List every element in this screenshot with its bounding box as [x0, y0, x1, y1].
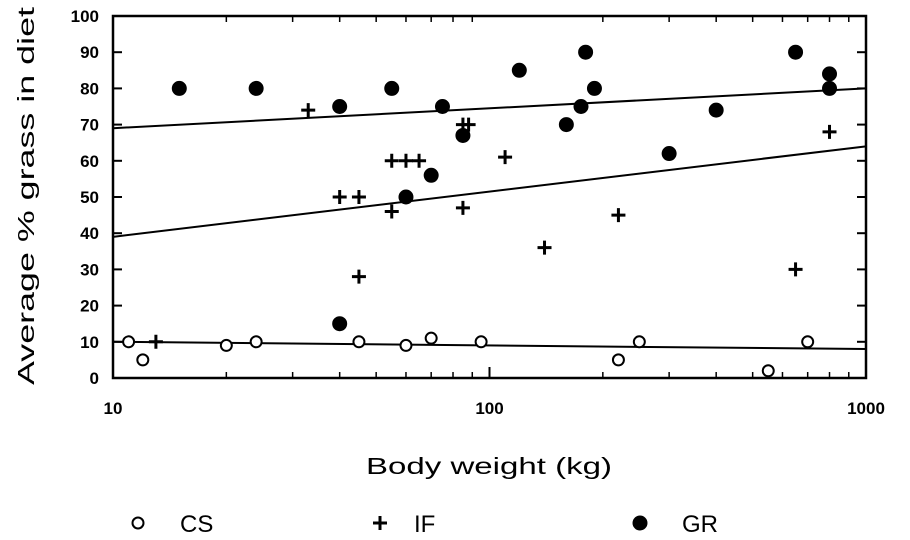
data-point-gr [822, 80, 838, 96]
trend-line-if [112, 145, 867, 238]
data-point-if [398, 153, 413, 168]
data-point-gr [384, 80, 400, 96]
plot-frame-border [111, 14, 868, 380]
data-point-if [351, 190, 366, 204]
x-tick-label: 10 [104, 399, 123, 418]
x-axis-title: Body weight (kg) [366, 453, 612, 479]
plot-frame [111, 14, 868, 380]
data-point-if [455, 200, 470, 215]
legend-label-cs: CS [180, 511, 213, 538]
series-gr [171, 44, 838, 332]
x-tick-label: 1000 [847, 399, 885, 418]
series-cs [122, 331, 815, 378]
y-axis-title: Average % grass in diet [13, 6, 39, 385]
data-point-gr [661, 146, 677, 162]
legend-marker-cs [131, 516, 145, 530]
legend-marker-gr [632, 515, 648, 531]
data-point-gr [788, 44, 804, 60]
data-point-if [412, 153, 427, 168]
data-point-gr [423, 167, 439, 183]
data-point-cs [122, 335, 136, 349]
legend-label-if: IF [414, 511, 435, 538]
y-tick-label: 0 [90, 369, 99, 388]
y-axis: 0 10 20 30 40 50 60 70 80 90 100 [71, 7, 866, 388]
data-point-if [148, 334, 163, 349]
y-tick-label: 100 [71, 7, 99, 26]
data-point-cs [136, 353, 150, 367]
data-point-gr [586, 80, 602, 96]
data-point-gr [455, 127, 471, 143]
y-tick-label: 60 [80, 152, 99, 171]
legend: CS IF GR [131, 511, 718, 538]
y-tick-label: 20 [80, 297, 99, 316]
legend-marker-if [373, 516, 387, 530]
data-point-cs [399, 338, 413, 352]
data-point-if [611, 208, 626, 223]
x-tick-label: 100 [475, 399, 503, 418]
data-point-gr [332, 316, 348, 332]
data-point-cs [352, 335, 366, 349]
y-tick-label: 90 [80, 43, 99, 62]
data-point-gr [708, 102, 724, 118]
data-point-if [384, 204, 399, 219]
data-point-cs [611, 353, 625, 367]
data-point-gr [573, 99, 589, 114]
data-point-if [461, 117, 476, 132]
trend-lines [112, 87, 867, 351]
data-point-gr [171, 80, 187, 96]
data-point-cs [761, 364, 775, 378]
y-tick-label: 70 [80, 116, 99, 135]
data-point-cs [632, 335, 646, 349]
y-tick-label: 10 [80, 333, 99, 352]
data-point-cs [424, 331, 438, 345]
y-tick-label: 50 [80, 188, 99, 207]
data-point-if [301, 103, 316, 118]
data-points [122, 44, 838, 378]
legend-label-gr: GR [682, 511, 718, 538]
data-point-cs [219, 338, 233, 352]
y-tick-label: 30 [80, 260, 99, 279]
data-point-if [332, 190, 347, 204]
data-point-if [788, 262, 803, 277]
data-point-cs [801, 335, 815, 349]
data-point-if [822, 124, 837, 139]
data-point-if [351, 269, 366, 284]
data-point-if [384, 153, 399, 168]
data-point-gr [248, 80, 264, 96]
series-if [148, 103, 837, 349]
x-axis: 10 100 1000 [104, 16, 885, 418]
data-point-gr [558, 117, 574, 133]
data-point-gr [822, 66, 838, 82]
data-point-if [537, 240, 552, 255]
data-point-gr [398, 189, 414, 205]
trend-line-gr [112, 87, 867, 130]
data-point-gr [578, 44, 594, 60]
y-tick-label: 40 [80, 224, 99, 243]
data-point-cs [249, 335, 263, 349]
data-point-cs [474, 335, 488, 349]
trend-line-cs [112, 340, 867, 351]
data-point-gr [434, 99, 450, 114]
data-point-if [498, 150, 513, 165]
data-point-gr [511, 62, 527, 78]
y-tick-label: 80 [80, 79, 99, 98]
data-point-gr [332, 99, 348, 114]
